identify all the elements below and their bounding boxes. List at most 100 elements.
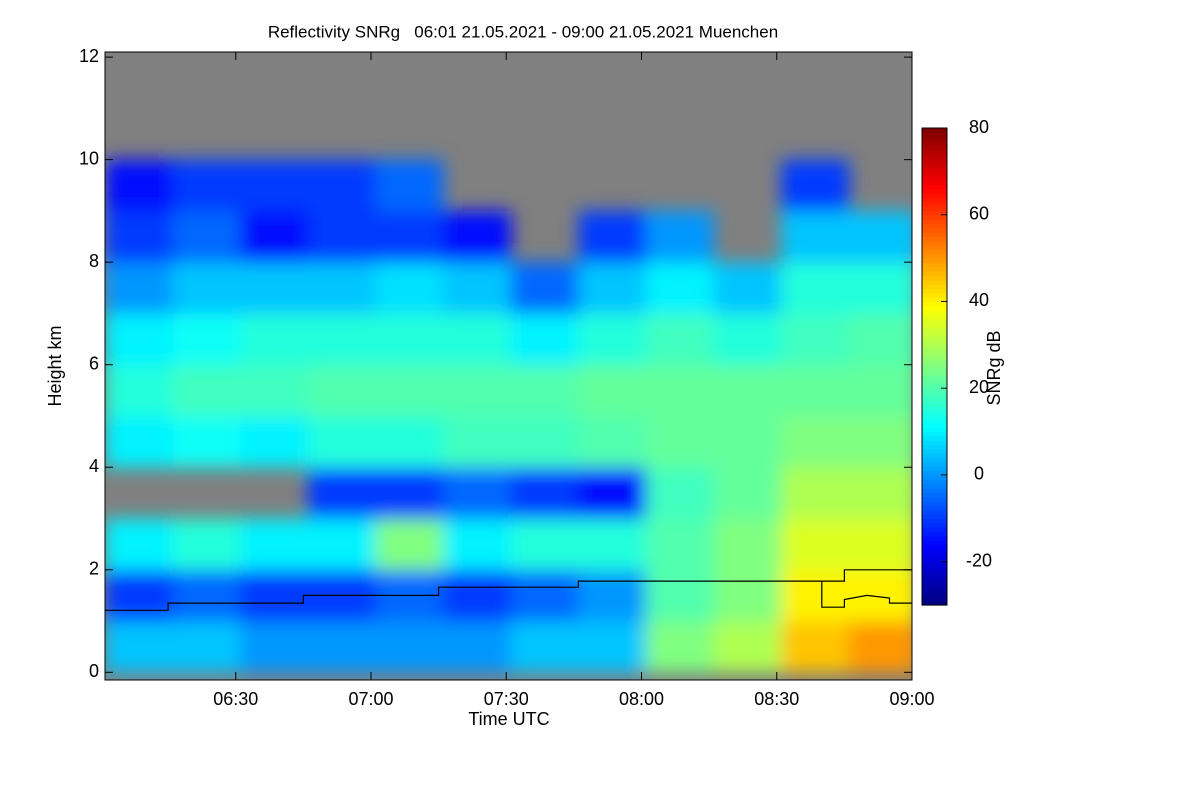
colorbar-label: SNRg dB	[984, 330, 1004, 405]
heatmap-cell	[105, 262, 174, 314]
colorbar-swatch	[922, 388, 947, 394]
x-tick-label: 07:00	[348, 689, 393, 709]
heatmap-cell	[646, 467, 715, 520]
colorbar-tick-label: 60	[969, 203, 989, 223]
colorbar-swatch	[922, 539, 947, 545]
heatmap-cell	[510, 621, 579, 673]
heatmap-cell	[105, 621, 174, 673]
colorbar-frame	[921, 127, 948, 606]
y-tick-label: 10	[79, 148, 99, 168]
heatmap-cell	[172, 262, 241, 314]
colorbar-swatch	[922, 171, 947, 177]
y-axis-label: Height km	[45, 325, 65, 406]
colorbar-swatch	[922, 531, 947, 537]
colorbar-swatch	[922, 340, 947, 346]
heatmap-cell	[713, 415, 782, 468]
heatmap-cell	[781, 518, 850, 571]
colorbar-swatch	[922, 158, 947, 164]
heatmap-cell	[646, 210, 715, 263]
heatmap-cell	[578, 518, 647, 571]
heatmap-cell	[578, 415, 647, 468]
heatmap-cell	[307, 415, 377, 468]
heatmap-cell	[848, 569, 912, 622]
colorbar-swatch	[922, 214, 947, 220]
colorbar-swatch	[922, 535, 947, 541]
colorbar-swatch	[922, 401, 947, 407]
heatmap-cell	[375, 518, 444, 571]
colorbar-swatch	[922, 440, 947, 446]
heatmap-cell	[307, 159, 377, 212]
colorbar-swatch	[922, 258, 947, 264]
colorbar-swatch	[922, 245, 947, 251]
heatmap-cell	[713, 313, 782, 366]
y-tick-label: 6	[89, 353, 99, 373]
heatmap-cell	[578, 262, 647, 314]
x-tick-label: 08:00	[619, 689, 664, 709]
colorbar-swatch	[922, 505, 947, 511]
heatmap-cell	[172, 415, 241, 468]
heatmap-cell	[781, 313, 850, 366]
colorbar-swatch	[922, 457, 947, 463]
heatmap-cell	[375, 313, 444, 366]
colorbar-swatch	[922, 206, 947, 211]
heatmap-cell	[443, 313, 512, 366]
colorbar-swatch	[922, 349, 947, 355]
colorbar-swatch	[922, 210, 947, 216]
colorbar-swatch	[922, 427, 947, 433]
colorbar-swatch	[922, 201, 947, 207]
heatmap-cell	[375, 467, 444, 520]
heatmap-cells	[105, 159, 912, 673]
heatmap-cell	[713, 518, 782, 571]
colorbar-swatch	[922, 453, 947, 459]
heatmap-cell	[375, 364, 444, 417]
heatmap-cell	[240, 364, 309, 417]
colorbar-swatch	[922, 518, 947, 524]
heatmap-cell	[848, 262, 912, 314]
heatmap-cell	[443, 364, 512, 417]
heatmap-cell	[105, 364, 174, 417]
heatmap-cell	[375, 415, 444, 468]
heatmap-cell	[578, 313, 647, 366]
colorbar-swatch	[922, 167, 947, 172]
heatmap-cell	[240, 621, 309, 673]
colorbar-swatch	[922, 522, 947, 528]
colorbar-swatch	[922, 492, 947, 498]
x-axis-label: Time UTC	[468, 709, 549, 729]
colorbar-swatch	[922, 253, 947, 259]
colorbar-swatch	[922, 288, 947, 294]
colorbar-swatch	[922, 223, 947, 229]
heatmap-cell	[443, 415, 512, 468]
heatmap-cell	[510, 364, 579, 417]
colorbar-swatch	[922, 331, 947, 337]
colorbar-tick-label: 40	[969, 290, 989, 310]
overlay: 06:30 07:00 07:30 08:00 08:30 09:00 0 2 4 6 8 10 12 -…	[79, 46, 992, 709]
heatmap-cell	[848, 415, 912, 468]
colorbar-swatch	[922, 297, 947, 303]
heatmap-cell	[578, 467, 647, 520]
colorbar-swatch	[922, 132, 947, 138]
colorbar-swatch	[922, 435, 947, 441]
heatmap-cell	[172, 159, 241, 212]
y-tick-label: 4	[89, 456, 99, 476]
heatmap-cell	[848, 518, 912, 571]
heatmap-cell	[443, 621, 512, 673]
heatmap-cell	[105, 210, 174, 263]
chart-title: Reflectivity SNRg 06:01 21.05.2021 - 09:…	[268, 22, 778, 41]
heatmap-cell	[713, 569, 782, 622]
heatmap-cell	[510, 313, 579, 366]
colorbar-swatch	[922, 422, 947, 428]
heatmap-cell	[848, 621, 912, 673]
colorbar-swatch	[922, 392, 947, 398]
heatmap-cell	[240, 569, 309, 622]
colorbar-swatch	[922, 362, 947, 368]
heatmap-cell	[848, 364, 912, 417]
colorbar-swatch	[922, 323, 947, 329]
heatmap-cell	[375, 621, 444, 673]
colorbar-swatch	[922, 544, 947, 550]
colorbar-tick-label: 0	[974, 464, 984, 484]
colorbar-swatch	[922, 227, 947, 233]
heatmap-cell	[375, 262, 444, 314]
colorbar-swatch	[922, 136, 947, 142]
colorbar-swatch	[922, 552, 947, 558]
heatmap-cell	[781, 364, 850, 417]
